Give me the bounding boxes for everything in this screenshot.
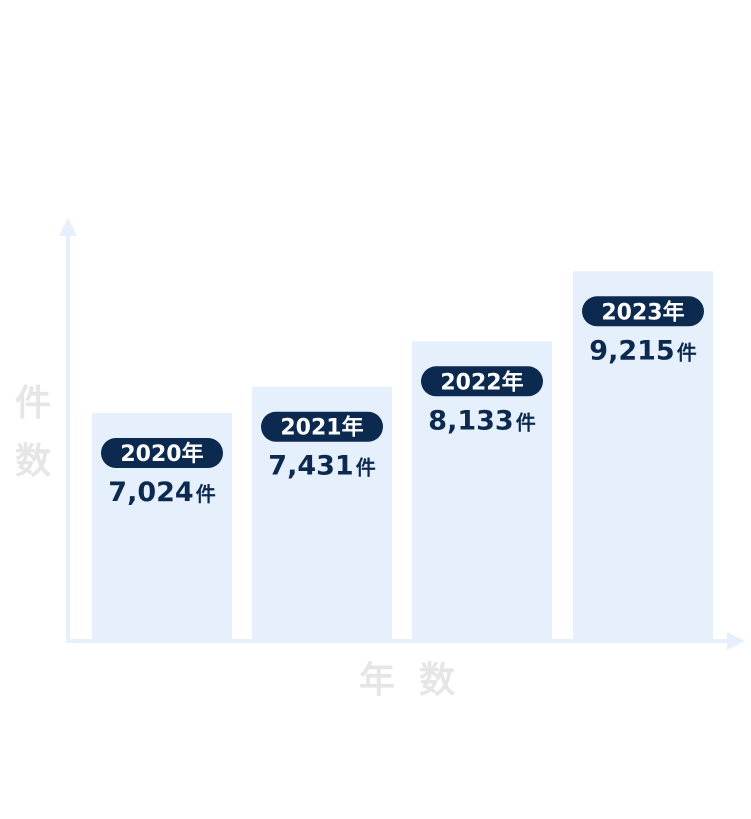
category-label: 2020年 [120, 441, 203, 467]
category-label: 2023年 [601, 299, 684, 325]
axes-group [59, 218, 745, 650]
year-badge [582, 296, 704, 327]
y-axis-title-char: 件 [15, 383, 51, 424]
x-axis-arrow-icon [727, 632, 745, 650]
year-badge [261, 411, 383, 442]
value-label: 7,024 件 [108, 477, 215, 508]
category-label: 2022年 [440, 369, 523, 395]
x-axis-title-char: 年 [359, 660, 395, 701]
value-label: 9,215 件 [589, 335, 696, 366]
y-axis-arrow-icon [59, 218, 77, 236]
bar-2023年 [573, 271, 713, 641]
y-axis-title-char: 数 [15, 441, 51, 482]
x-axis-title-char: 数 [419, 660, 455, 701]
category-label: 2021年 [280, 415, 363, 441]
year-badge [421, 366, 543, 397]
year-badge [101, 438, 223, 469]
value-label: 8,133 件 [428, 405, 535, 436]
value-label: 7,431 件 [268, 451, 375, 482]
